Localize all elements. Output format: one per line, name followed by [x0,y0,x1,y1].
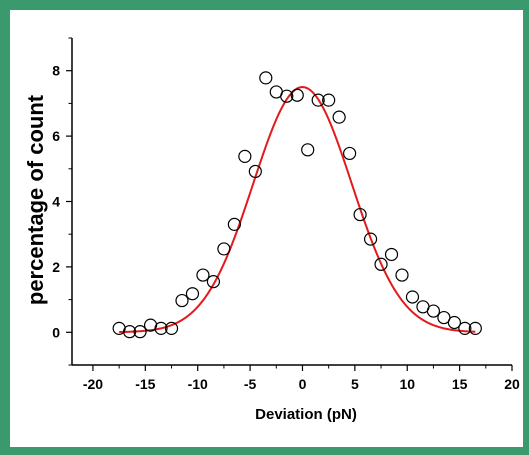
data-point [154,321,168,335]
data-point [458,321,472,335]
gaussian-fit-line [119,86,476,334]
data-point [206,275,221,289]
y-tick-label: 4 [52,194,60,210]
x-tick-label: -5 [244,376,257,392]
data-point [311,93,325,107]
x-tick-label: 0 [299,376,307,392]
data-point [468,321,482,335]
y-axis-title: percentage of count [23,94,48,305]
y-tick-label: 6 [52,128,60,144]
x-tick-label: 10 [399,376,415,392]
data-point [259,71,273,85]
x-tick-label: -20 [83,376,103,392]
x-tick-label: 20 [504,376,520,392]
data-point [133,325,147,339]
data-point [164,321,179,335]
data-point [185,287,200,301]
x-tick-label: 15 [452,376,468,392]
data-point [363,232,378,246]
y-tick-label: 8 [52,63,60,79]
y-tick-label: 2 [52,259,60,275]
data-point [384,247,399,262]
fit-curve-layer [119,86,476,334]
data-point [238,149,252,163]
data-point [227,217,241,231]
data-point [405,290,420,304]
x-axis-title: Deviation (pN) [255,406,357,423]
data-point [301,143,315,157]
data-point [374,257,388,271]
data-point [353,207,367,222]
data-point [248,164,262,179]
data-point [447,315,461,330]
axes: -20 -15 -10 -5 0 5 10 15 20 0 2 4 6 8 [52,37,520,392]
x-tick-label: -15 [135,376,155,392]
data-point [196,268,210,282]
data-point [175,293,189,308]
data-point [437,310,451,325]
data-point [280,89,294,103]
x-tick-label: 5 [351,376,359,392]
y-tick-label: 0 [52,324,60,340]
data-point [290,88,304,102]
data-point [332,110,346,124]
data-point [426,304,441,318]
data-point [395,268,409,282]
data-points-layer [112,71,482,339]
data-point [322,93,336,107]
x-tick-label: -10 [188,376,208,392]
data-point [343,146,357,161]
data-point [123,325,137,339]
data-point [217,242,231,256]
